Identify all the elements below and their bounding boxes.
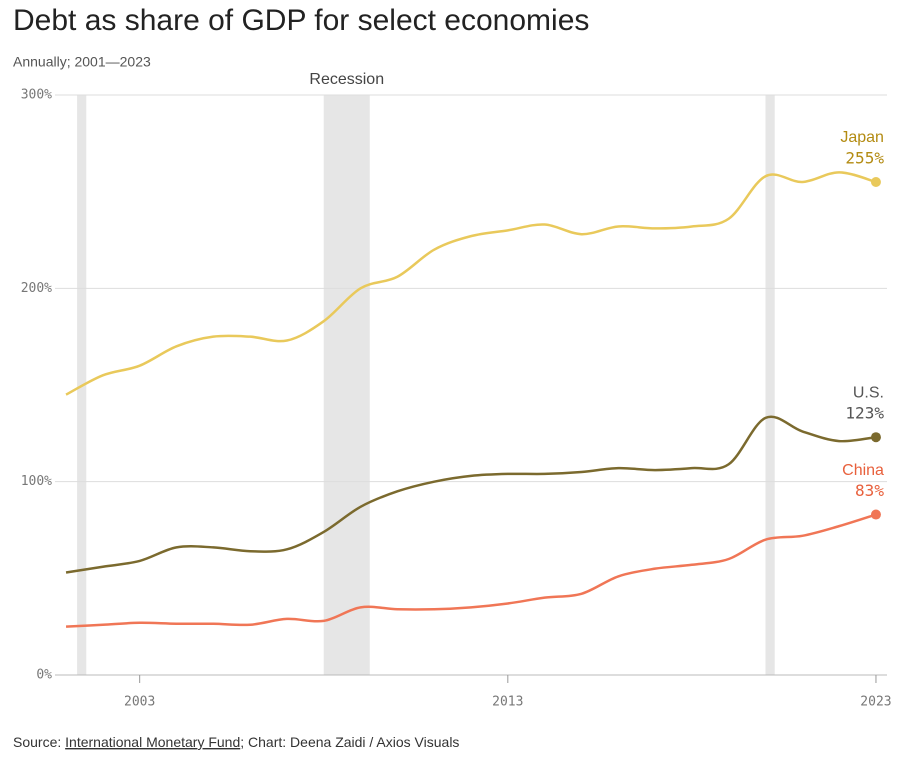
value-label: 255%	[845, 149, 884, 168]
source-prefix: Source:	[13, 734, 65, 750]
end-point	[870, 177, 881, 187]
plot: Recession 0% 100% 200% 300% 2003 2013 2023 Japan…	[21, 71, 892, 709]
legend-label: China	[842, 462, 884, 479]
y-tick-label: 0%	[36, 668, 52, 683]
recession-band	[765, 95, 775, 675]
recession-label: Recession	[309, 71, 384, 88]
end-point	[870, 432, 881, 443]
source-link[interactable]: International Monetary Fund	[65, 734, 240, 750]
chart-subtitle: Annually; 2001—2023	[13, 54, 151, 70]
series-line	[65, 415, 877, 574]
end-point	[870, 509, 881, 520]
series-line	[65, 171, 877, 396]
source: Source: International Monetary Fund; Cha…	[13, 734, 459, 750]
legend-label: U.S.	[853, 384, 884, 401]
series-line	[65, 513, 877, 628]
y-tick-label: 200%	[21, 281, 52, 296]
x-tick-label: 2003	[124, 695, 155, 710]
value-label: 123%	[845, 404, 884, 423]
chart-title: Debt as share of GDP for select economie…	[13, 4, 589, 37]
x-tick-label: 2023	[860, 695, 891, 710]
source-suffix: ; Chart: Deena Zaidi / Axios Visuals	[240, 734, 459, 750]
recession-band	[323, 95, 370, 675]
value-label: 83%	[855, 481, 884, 500]
legend-label: Japan	[840, 129, 884, 146]
x-tick-label: 2013	[492, 695, 523, 710]
y-tick-label: 300%	[21, 88, 52, 103]
y-tick-label: 100%	[21, 474, 52, 489]
